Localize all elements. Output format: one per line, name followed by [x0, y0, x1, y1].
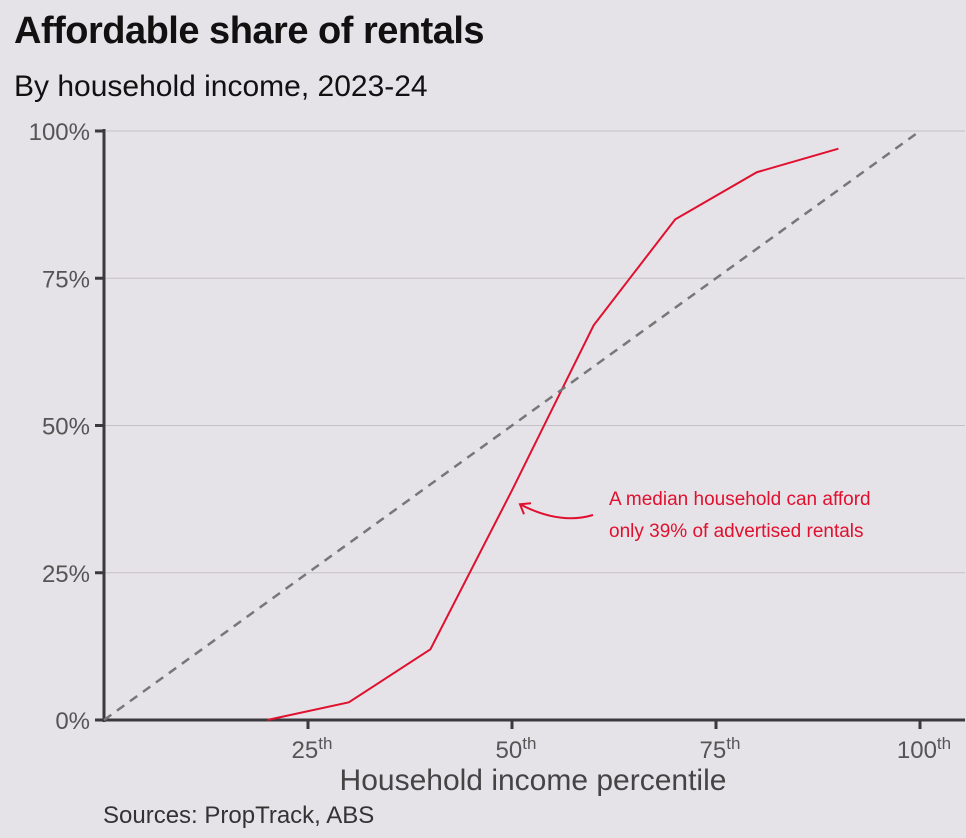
x-tick-number: 100	[897, 737, 937, 764]
annotation-text: only 39% of advertised rentals	[609, 521, 864, 542]
x-axis-label: Household income percentile	[340, 764, 727, 797]
x-tick-suffix: th	[726, 734, 740, 753]
y-tick-label: 0%	[55, 708, 90, 735]
x-tick-label: 50th	[496, 734, 537, 764]
chart-subtitle: By household income, 2023-24	[14, 70, 428, 103]
annotation-arrow	[519, 503, 594, 520]
x-tick-label: 25th	[292, 734, 333, 764]
x-tick-label: 100th	[897, 734, 951, 764]
y-tick-label: 75%	[42, 266, 90, 293]
x-tick-number: 50	[496, 737, 523, 764]
x-tick-number: 75	[700, 737, 727, 764]
chart-title: Affordable share of rentals	[14, 10, 485, 52]
x-tick-suffix: th	[318, 734, 332, 753]
x-tick-suffix: th	[522, 734, 536, 753]
x-tick-suffix: th	[937, 734, 951, 753]
y-tick-label: 25%	[42, 561, 90, 588]
y-tick-label: 50%	[42, 414, 90, 441]
equality-line	[103, 129, 921, 722]
annotation-text: A median household can afford	[609, 489, 871, 510]
y-tick-label: 100%	[29, 119, 90, 146]
source-note: Sources: PropTrack, ABS	[103, 802, 375, 829]
arrowhead-icon	[518, 502, 532, 515]
x-tick-label: 75th	[700, 734, 741, 764]
affordable-share-line	[266, 147, 839, 721]
x-tick-number: 25	[292, 737, 319, 764]
